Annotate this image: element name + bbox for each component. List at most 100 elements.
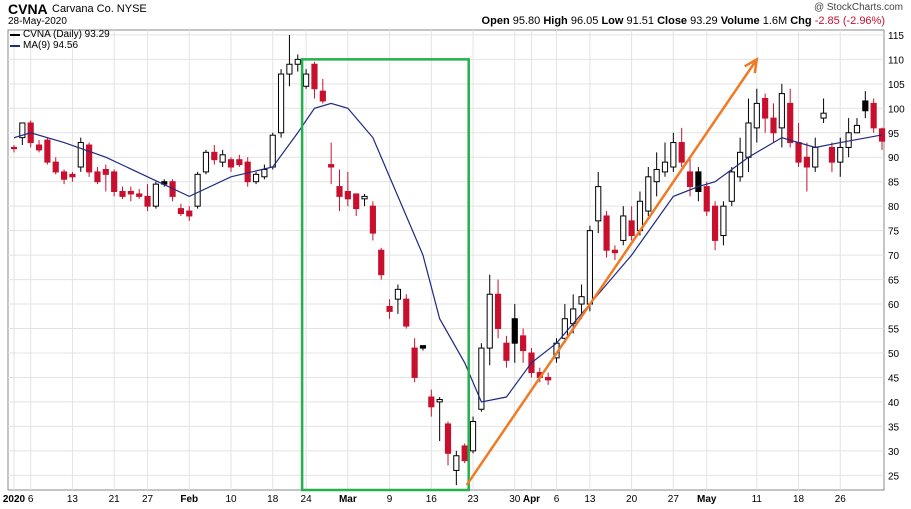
x-tick-label: Feb xyxy=(180,494,198,505)
candle-body xyxy=(219,154,226,163)
candle-body xyxy=(578,296,585,305)
x-tick-label: 16 xyxy=(426,494,438,505)
candle-body xyxy=(628,220,635,237)
y-tick-label: 25 xyxy=(888,471,900,482)
candle-body xyxy=(136,193,143,197)
y-tick-label: 95 xyxy=(888,129,900,140)
x-tick-label: 18 xyxy=(793,494,805,505)
candle-body xyxy=(720,205,727,237)
volume-value: 1.6M xyxy=(762,15,788,27)
candle-body xyxy=(102,168,109,175)
y-tick-label: 105 xyxy=(888,80,905,91)
x-tick-label: 23 xyxy=(467,494,479,505)
legend-ma-label: MA(9) 94.56 xyxy=(23,40,79,51)
y-tick-label: 55 xyxy=(888,325,900,336)
close-label: Close xyxy=(657,15,688,27)
high-value: 96.05 xyxy=(570,15,599,27)
x-tick-label: 13 xyxy=(67,494,79,505)
close-value: 93.29 xyxy=(690,15,718,27)
candle-body xyxy=(403,298,410,327)
candle-body xyxy=(77,142,84,168)
y-tick-label: 70 xyxy=(888,251,900,262)
candle-body xyxy=(678,142,685,163)
candle-body xyxy=(870,102,877,129)
candle-body xyxy=(828,146,836,163)
chart-header: CVNA Carvana Co. NYSE 28-May-2020 @ Stoc… xyxy=(0,0,911,30)
chart-date: 28-May-2020 xyxy=(8,16,67,27)
candle-body xyxy=(595,186,602,222)
x-tick-label: 21 xyxy=(109,494,121,505)
candle-body xyxy=(812,146,819,168)
company-name: Carvana Co. NYSE xyxy=(52,3,147,15)
candle-body xyxy=(386,305,393,312)
annotation-box xyxy=(300,58,470,492)
candle-body xyxy=(461,445,468,462)
candle-body xyxy=(670,142,677,168)
candle-body xyxy=(778,93,785,129)
candle-body xyxy=(69,173,76,178)
candle-body xyxy=(152,183,159,207)
candle-body xyxy=(545,376,552,381)
x-tick-label: 27 xyxy=(668,494,680,505)
watermark: @ StockCharts.com xyxy=(813,2,903,13)
x-tick-label: 10 xyxy=(225,494,237,505)
low-label: Low xyxy=(601,15,624,27)
y-tick-label: 90 xyxy=(888,153,900,164)
candle-body xyxy=(762,98,769,119)
annotation-arrow-head xyxy=(744,56,759,74)
open-value: 95.80 xyxy=(512,15,541,27)
candle-body xyxy=(686,171,694,188)
candle-body xyxy=(19,122,26,139)
x-tick-label: 6 xyxy=(28,494,34,505)
x-tick-label: 30 xyxy=(509,494,521,505)
candle-body xyxy=(10,146,18,150)
y-tick-label: 115 xyxy=(888,31,904,42)
candle-body xyxy=(353,193,360,210)
chart-legend: CVNA (Daily) 93.29 MA(9) 94.56 xyxy=(10,29,110,51)
y-tick-label: 60 xyxy=(888,300,900,311)
candle-body xyxy=(469,420,477,452)
y-tick-label: 50 xyxy=(888,349,900,360)
candle-body xyxy=(52,161,59,173)
high-label: High xyxy=(543,15,568,27)
candle-body xyxy=(194,173,201,207)
x-tick-label: 26 xyxy=(835,494,847,505)
legend-price: CVNA (Daily) 93.29 xyxy=(10,29,110,40)
candle-body xyxy=(711,205,719,241)
candle-body xyxy=(361,195,368,200)
legend-price-label: CVNA (Daily) 93.29 xyxy=(23,29,110,40)
legend-price-swatch xyxy=(10,33,20,36)
candle-body xyxy=(486,293,493,349)
x-tick-label: 18 xyxy=(267,494,279,505)
candle-body xyxy=(586,230,593,305)
candle-body xyxy=(795,142,802,163)
x-tick-label: 2020 xyxy=(3,494,26,505)
y-tick-label: 110 xyxy=(888,55,904,66)
x-tick-label: May xyxy=(697,494,717,505)
x-tick-label: 24 xyxy=(301,494,313,505)
x-tick-label: Apr xyxy=(523,494,540,505)
candle-body xyxy=(35,144,43,151)
candle-body xyxy=(144,195,151,207)
chg-label: Chg xyxy=(790,15,812,27)
candle-body xyxy=(252,173,260,183)
candle-body xyxy=(453,455,460,471)
candle-body xyxy=(837,146,844,163)
candle-body xyxy=(728,171,735,202)
candle-body xyxy=(803,156,810,168)
candle-body xyxy=(311,63,318,90)
candle-body xyxy=(561,318,568,339)
x-tick-label: 6 xyxy=(554,494,560,505)
candle-body xyxy=(227,159,235,168)
legend-ma-swatch xyxy=(10,44,20,47)
y-tick-label: 30 xyxy=(888,447,900,458)
x-tick-label: 9 xyxy=(387,494,393,505)
candle-body xyxy=(344,190,351,200)
x-tick-label: Mar xyxy=(339,494,357,505)
candle-body xyxy=(186,210,193,217)
candle-body xyxy=(261,168,268,178)
candle-body xyxy=(44,139,51,163)
x-tick-label: 11 xyxy=(752,494,763,505)
candle-body xyxy=(611,249,619,254)
chg-value: -2.85 (-2.96%) xyxy=(814,15,885,27)
